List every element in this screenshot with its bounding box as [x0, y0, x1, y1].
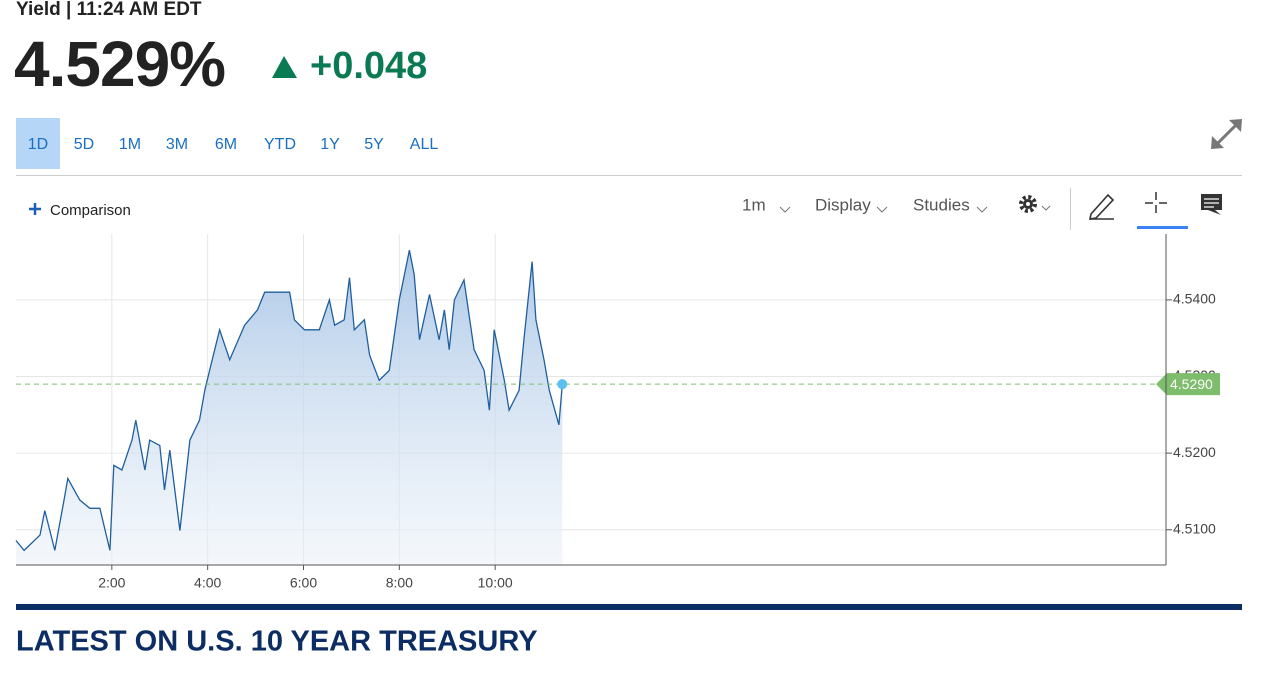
range-button[interactable]: YTD — [264, 136, 296, 153]
crosshair-icon[interactable] — [1137, 192, 1188, 229]
x-tick-label: 6:00 — [290, 575, 317, 591]
range-button[interactable]: 5Y — [364, 136, 384, 153]
range-button[interactable]: 1D — [16, 118, 60, 169]
range-button[interactable]: 5D — [74, 136, 94, 153]
range-button-label: ALL — [410, 136, 439, 153]
studies-label: Studies — [913, 195, 970, 214]
interval-label: 1m — [742, 195, 766, 214]
display-menu[interactable]: Display — [815, 195, 888, 214]
range-button-label: 3M — [166, 136, 188, 153]
chart: 4.51004.52004.53004.54002:004:006:008:00… — [15, 234, 1220, 591]
range-buttons: 1D 5D 1M 3M 6M YTD 1Y 5Y ALL — [16, 118, 438, 169]
range-button-label: 6M — [215, 136, 237, 153]
line — [15, 249, 563, 552]
range-button-label: 1Y — [320, 136, 340, 153]
range-button[interactable]: 1M — [119, 136, 141, 153]
studies-menu[interactable]: Studies — [913, 195, 988, 214]
y-tick-label: 4.5400 — [1173, 291, 1216, 307]
comment-icon[interactable] — [1201, 194, 1222, 215]
range-button[interactable]: 6M — [215, 136, 237, 153]
range-button-label: 5Y — [364, 136, 384, 153]
interval-menu[interactable]: 1m — [742, 195, 791, 214]
header-label: Yield | 11:24 AM EDT — [16, 0, 202, 20]
price-change: +0.048 — [310, 45, 427, 87]
range-button[interactable]: 1Y — [320, 136, 340, 153]
y-tick-label: 4.5200 — [1173, 444, 1216, 460]
x-tick-label: 2:00 — [98, 575, 125, 591]
range-button-label: YTD — [264, 136, 296, 153]
price: 4.529% — [14, 28, 225, 100]
range-button[interactable]: ALL — [410, 136, 439, 153]
range-button-label: 1D — [28, 136, 48, 153]
range-button[interactable]: 3M — [166, 136, 188, 153]
last-value-tag — [1156, 373, 1220, 396]
y-tick-label: 4.5100 — [1173, 520, 1216, 536]
section-bar — [16, 604, 1242, 610]
expand-icon[interactable] — [1211, 119, 1242, 149]
settings-icon[interactable] — [1019, 195, 1051, 213]
range-button-label: 5D — [74, 136, 94, 153]
last-value-label: 4.5290 — [1170, 376, 1213, 392]
comparison-button[interactable]: Comparison — [29, 202, 131, 219]
range-button-bg — [16, 118, 60, 169]
x-tick-label: 4:00 — [194, 575, 221, 591]
comparison-label: Comparison — [50, 202, 131, 219]
x-tick-label: 8:00 — [386, 575, 413, 591]
last-point — [557, 379, 568, 390]
up-arrow — [272, 56, 297, 78]
section-title: LATEST ON U.S. 10 YEAR TREASURY — [16, 626, 538, 658]
x-tick-label: 10:00 — [478, 575, 513, 591]
area — [16, 250, 563, 565]
range-button-label: 1M — [119, 136, 141, 153]
display-label: Display — [815, 195, 871, 214]
draw-icon[interactable] — [1088, 193, 1115, 220]
